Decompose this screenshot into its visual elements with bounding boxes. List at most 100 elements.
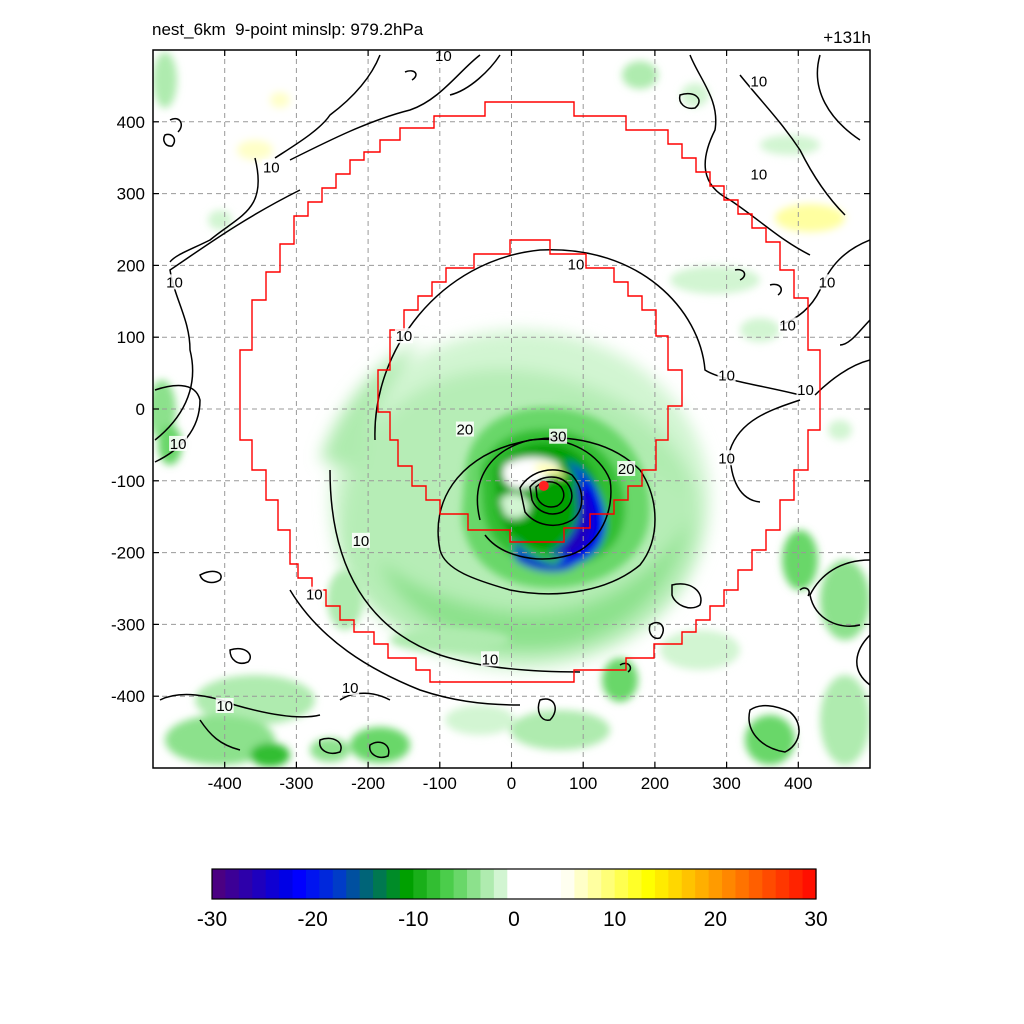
colorbar-swatch: [279, 869, 294, 899]
forecast-hour-label: +131h: [823, 28, 871, 47]
colorbar-swatch: [426, 869, 441, 899]
y-tick-label: 200: [117, 256, 145, 275]
colorbar-frame: [211, 868, 817, 900]
y-tick-label: 400: [117, 113, 145, 132]
colorbar-swatch: [507, 869, 522, 899]
colorbar-swatch: [614, 869, 629, 899]
colorbar-swatch: [225, 869, 240, 899]
colorbar-swatch: [467, 869, 482, 899]
colorbar-tick-label: -20: [297, 908, 327, 931]
contour-label: 10: [568, 256, 585, 273]
colorbar-swatch: [373, 869, 388, 899]
colorbar-swatch: [681, 869, 696, 899]
y-tick-label: 300: [117, 185, 145, 204]
y-tick-label: 100: [117, 328, 145, 347]
colorbar-swatch: [252, 869, 267, 899]
contour-label-bg: [455, 421, 474, 437]
contour-label-bg: [567, 256, 586, 272]
contour-label: 10: [396, 328, 413, 345]
colorbar-tick-label: -30: [197, 908, 227, 931]
x-tick-label: 300: [712, 774, 740, 793]
colorbar-swatch: [399, 869, 414, 899]
contour-label: 10: [718, 368, 735, 385]
contour-label: 30: [550, 429, 567, 446]
colorbar-swatch: [493, 869, 508, 899]
contour-label-bg: [717, 367, 736, 383]
contour-label: 10: [342, 680, 359, 697]
contour-label-bg: [165, 274, 184, 290]
y-tick-label: -100: [111, 472, 145, 491]
contour-label-bg: [215, 697, 234, 713]
colorbar-swatch: [775, 869, 790, 899]
y-axis: 400 300 200 100 0 -100 -200 -300 -400: [111, 113, 870, 706]
contour-label: 10: [306, 587, 323, 604]
colorbar-swatch: [789, 869, 804, 899]
colorbar-swatch: [641, 869, 656, 899]
y-tick-label: -200: [111, 544, 145, 563]
shaded-field: [153, 52, 870, 767]
contour-label: 20: [618, 461, 635, 478]
contour-label: 10: [263, 159, 280, 176]
x-tick-label: 0: [507, 774, 516, 793]
colorbar-swatch: [332, 869, 347, 899]
colorbar-swatch: [748, 869, 763, 899]
storm-center-marker: [538, 480, 549, 491]
x-tick-label: -100: [423, 774, 457, 793]
colorbar-swatch: [520, 869, 535, 899]
colorbar-swatch: [386, 869, 401, 899]
contour-label-bg: [434, 48, 453, 64]
colorbar-swatch: [722, 869, 737, 899]
contour-label: 10: [216, 698, 233, 715]
colorbar-swatch: [735, 869, 750, 899]
colorbar-swatch: [534, 869, 549, 899]
colorbar-swatch: [654, 869, 669, 899]
contour-labels: 10 10 10 10 10 10 10 10 10 10 10 10 20 30 20 10 10 10 10 10…: [165, 48, 836, 715]
colorbar-swatch: [560, 869, 575, 899]
contour-label-bg: [778, 317, 797, 333]
contour-label-bg: [549, 428, 568, 444]
contour-label: 10: [170, 436, 187, 453]
contour-label-bg: [351, 532, 370, 548]
contour-label: 10: [779, 317, 796, 334]
contour-label-bg: [262, 159, 281, 175]
x-tick-label: 200: [641, 774, 669, 793]
contour-label: 20: [457, 422, 474, 439]
contour-label: 10: [353, 533, 370, 550]
contour-label-bg: [749, 73, 768, 89]
contour-label: 10: [751, 73, 768, 90]
colorbar-tick-label: 10: [603, 908, 626, 931]
colorbar-swatch: [547, 869, 562, 899]
contour-label-bg: [394, 328, 413, 344]
colorbar-swatch: [212, 869, 227, 899]
colorbar-swatch: [601, 869, 616, 899]
x-tick-label: -200: [351, 774, 385, 793]
colorbar-tick-label: 0: [508, 908, 520, 931]
x-axis: -400 -300 -200 -100 0 100 200 300 400: [208, 50, 812, 793]
colorbar-swatch: [305, 869, 320, 899]
colorbar-swatch: [359, 869, 374, 899]
colorbar-swatch: [587, 869, 602, 899]
colorbar-swatch: [695, 869, 710, 899]
contour-label: 10: [751, 167, 768, 184]
gridlines: [153, 50, 870, 768]
colorbar-swatch: [238, 869, 253, 899]
contour-label-bg: [341, 680, 360, 696]
contour-label-bg: [169, 435, 188, 451]
colorbar-swatch: [802, 869, 817, 899]
colorbar-swatch: [762, 869, 777, 899]
x-tick-label: -300: [279, 774, 313, 793]
y-tick-label: -300: [111, 615, 145, 634]
contour-label-bg: [617, 461, 636, 477]
y-tick-label: 0: [136, 400, 145, 419]
colorbar-swatch: [453, 869, 468, 899]
colorbar-tick-label: 20: [704, 908, 727, 931]
colorbar-swatch: [628, 869, 643, 899]
contour-label-bg: [817, 274, 836, 290]
contour-label-bg: [305, 586, 324, 602]
contour-label: 10: [166, 274, 183, 291]
colorbar-swatch: [440, 869, 455, 899]
colorbar-tick-label: -10: [398, 908, 428, 931]
contour-label-bg: [717, 450, 736, 466]
colorbar-swatch: [265, 869, 280, 899]
